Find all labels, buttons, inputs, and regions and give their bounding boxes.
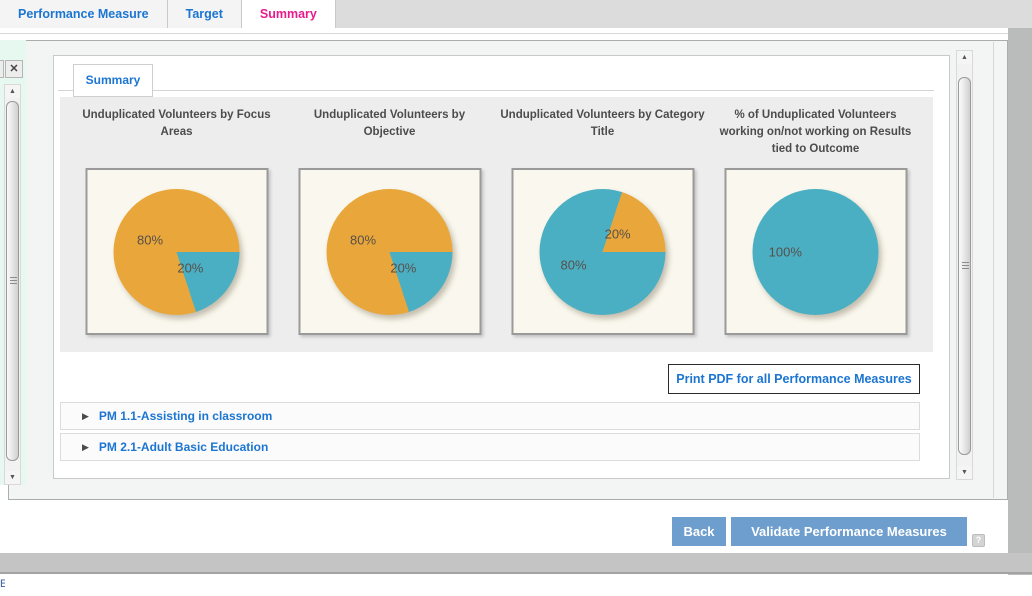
chart-column: Unduplicated Volunteers by Focus Areas 2… [70, 97, 283, 352]
chart-title: Unduplicated Volunteers by Focus Areas [82, 109, 271, 138]
expand-arrow-icon[interactable]: ▶ [82, 410, 89, 421]
print-pdf-button[interactable]: Print PDF for all Performance Measures [668, 364, 920, 394]
chart-title: Unduplicated Volunteers by Objective [313, 109, 466, 138]
cutoff-link[interactable]: E [0, 578, 5, 588]
close-icon[interactable]: ✕ [5, 60, 23, 78]
right-scrollbar-thumb[interactable] [958, 77, 971, 455]
pie-graphic: 20% 80% [326, 188, 453, 315]
pie-chart-results-outcome: 100% [724, 168, 907, 335]
scroll-down-icon[interactable]: ▼ [957, 466, 972, 479]
right-scrollbar[interactable]: ▲ ▼ [956, 50, 973, 480]
pie-slice-label: 20% [177, 260, 204, 276]
pie-chart-objective: 20% 80% [298, 168, 481, 335]
bottom-gray-band [0, 553, 1032, 572]
validate-performance-measures-button[interactable]: Validate Performance Measures [731, 517, 967, 546]
pie-graphic: 20% 80% [113, 188, 240, 315]
pie-slice-label: 20% [604, 226, 631, 242]
pie-slice-label: 80% [560, 257, 587, 273]
pie-graphic: 100% [752, 188, 879, 315]
back-button[interactable]: Back [672, 517, 726, 546]
pie-chart-focus-areas: 20% 80% [85, 168, 268, 335]
container-inner-divider [993, 42, 994, 498]
help-icon[interactable]: ? [972, 534, 985, 547]
scrollbar-grip-icon [10, 277, 17, 285]
pie-chart-category-title: 20% 80% [511, 168, 694, 335]
accordion-pm-1-1[interactable]: ▶ PM 1.1-Assisting in classroom [60, 402, 920, 430]
chart-column: % of Unduplicated Volunteers working on/… [709, 97, 922, 352]
accordion-label: PM 2.1-Adult Basic Education [98, 440, 269, 454]
expand-arrow-icon[interactable]: ▶ [82, 441, 89, 452]
pie-graphic: 20% 80% [539, 188, 666, 315]
tab-performance-measure[interactable]: Performance Measure [0, 0, 168, 28]
chart-column: Unduplicated Volunteers by Objective 20%… [283, 97, 496, 352]
scroll-up-icon[interactable]: ▲ [957, 51, 972, 64]
cutoff-button[interactable] [0, 60, 4, 78]
scroll-up-icon[interactable]: ▲ [5, 85, 20, 98]
left-scrollbar[interactable]: ▲ ▼ [4, 84, 21, 485]
pie-slice-label: 80% [137, 232, 164, 248]
scrollbar-grip-icon [962, 262, 969, 270]
left-scrollbar-thumb[interactable] [6, 101, 19, 461]
pie-slice-label: 80% [350, 232, 377, 248]
fieldset-border [58, 90, 934, 91]
chart-title: % of Unduplicated Volunteers working on/… [719, 109, 912, 155]
pie-slice-label: 20% [390, 260, 417, 276]
tab-bar: Performance Measure Target Summary [0, 0, 1032, 28]
chart-column: Unduplicated Volunteers by Category Titl… [496, 97, 709, 352]
accordion-pm-2-1[interactable]: ▶ PM 2.1-Adult Basic Education [60, 433, 920, 461]
bottom-divider [0, 572, 1032, 574]
scroll-down-icon[interactable]: ▼ [5, 471, 20, 484]
tab-summary[interactable]: Summary [241, 0, 336, 28]
right-gray-column [1008, 28, 1032, 575]
accordion-label: PM 1.1-Assisting in classroom [98, 409, 273, 423]
subtab-summary[interactable]: Summary [73, 64, 153, 97]
chart-title: Unduplicated Volunteers by Category Titl… [500, 109, 705, 138]
charts-band: Unduplicated Volunteers by Focus Areas 2… [60, 97, 933, 352]
tab-target[interactable]: Target [167, 0, 242, 28]
top-divider [0, 33, 1032, 34]
pie-slice-label: 100% [768, 244, 802, 259]
